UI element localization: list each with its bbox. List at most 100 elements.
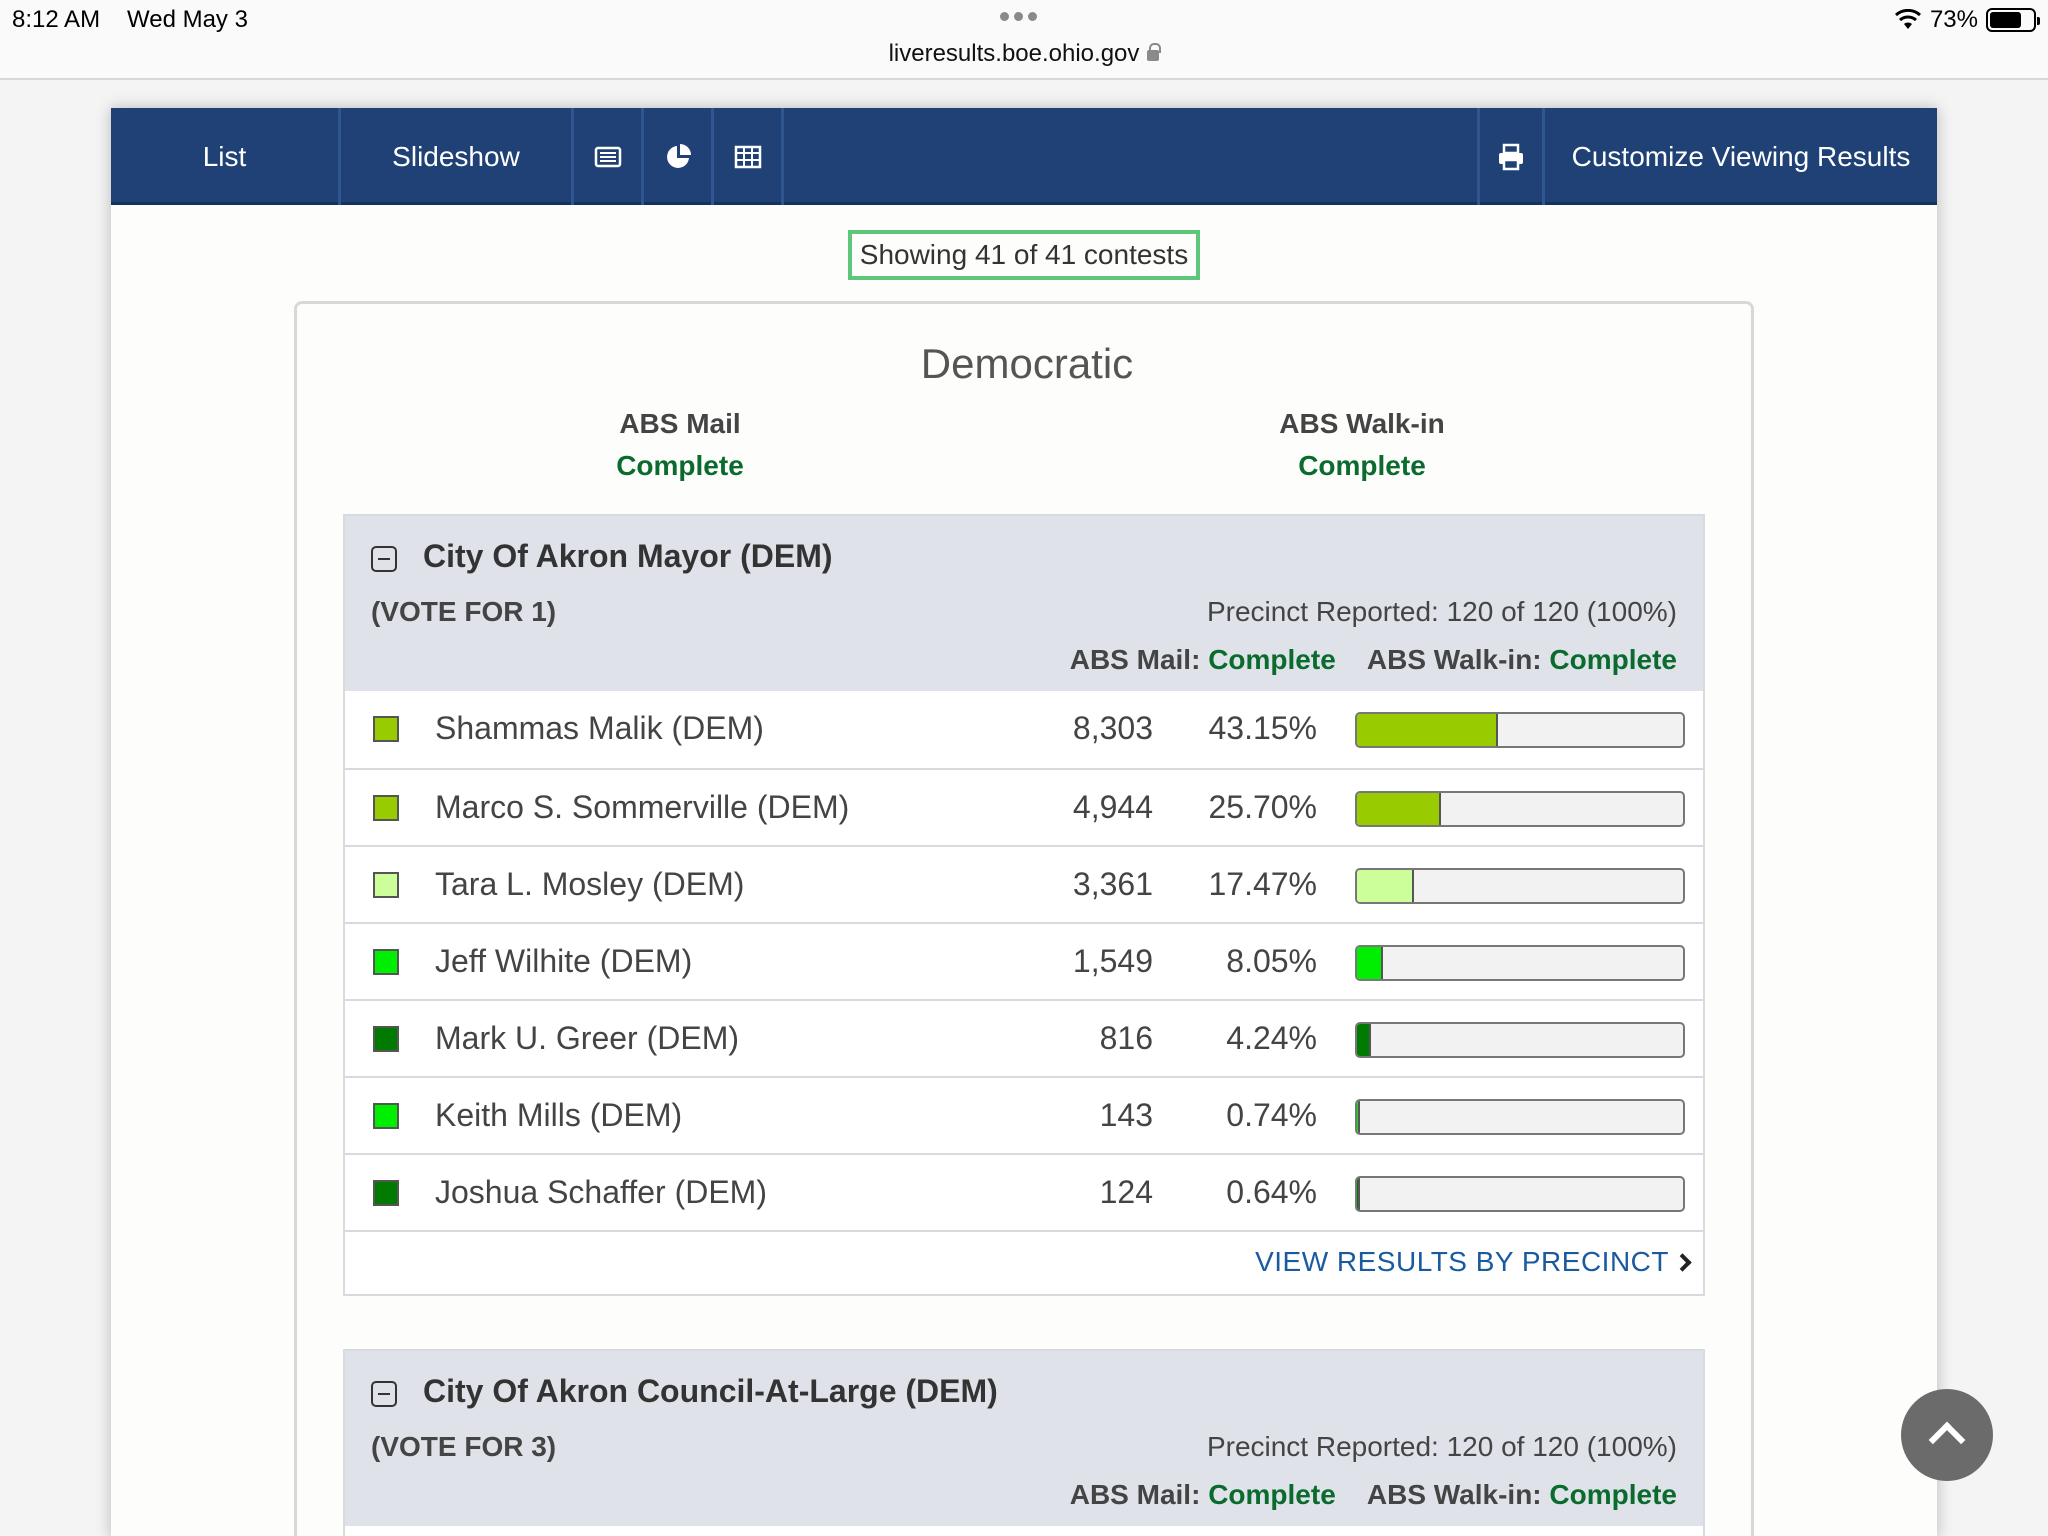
table-icon — [734, 145, 761, 168]
abs-mail-summary: ABS Mail Complete — [530, 408, 830, 482]
lock-icon — [1147, 43, 1162, 61]
contest-header: City Of Akron Mayor (DEM) (VOTE FOR 1) P… — [345, 516, 1703, 691]
list-view-icon — [594, 146, 621, 167]
abs-walkin-status: Complete — [1549, 1479, 1677, 1510]
candidate-name: Joshua Schaffer (DEM) — [435, 1174, 767, 1210]
candidate-name: Mark U. Greer (DEM) — [435, 1020, 739, 1056]
candidate-percent: 43.15% — [1208, 710, 1317, 746]
vote-share-fill — [1357, 870, 1414, 902]
collapse-toggle-icon[interactable] — [371, 1381, 397, 1407]
pie-chart-button[interactable] — [644, 108, 714, 205]
contest-title: City Of Akron Mayor (DEM) — [423, 538, 833, 574]
vote-share-bar — [1355, 1022, 1685, 1058]
vote-share-bar — [1355, 945, 1685, 981]
nav-slideshow-button[interactable]: Slideshow — [341, 108, 574, 205]
candidate-votes: 816 — [1099, 1020, 1153, 1056]
contest-count: Showing 41 of 41 contests — [848, 230, 1200, 280]
abs-mail-label: ABS Mail: — [1069, 1479, 1201, 1510]
abs-status-line: ABS Mail: Complete ABS Walk-in: Complete — [1070, 1479, 1677, 1511]
ios-status-bar: 8:12 AM Wed May 3 liveresults.boe.ohio.g… — [0, 0, 2048, 80]
precinct-reported: Precinct Reported: 120 of 120 (100%) — [1206, 596, 1677, 627]
candidate-row: Jeff Wilhite (DEM) 1,549 8.05% — [345, 922, 1703, 999]
url-text: liveresults.boe.ohio.gov — [888, 40, 1140, 67]
pie-chart-icon — [666, 143, 691, 168]
abs-walkin-summary: ABS Walk-in Complete — [1212, 408, 1512, 482]
nav-list-button[interactable]: List — [111, 108, 341, 205]
list-view-button[interactable] — [574, 108, 644, 205]
table-view-button[interactable] — [714, 108, 784, 205]
address-bar[interactable]: liveresults.boe.ohio.gov — [0, 40, 2048, 68]
candidate-name: Tara L. Mosley (DEM) — [435, 866, 745, 902]
battery-icon — [1986, 8, 2040, 32]
vote-share-bar — [1355, 1099, 1685, 1135]
vote-share-fill — [1357, 947, 1384, 979]
contest-council-at-large: City Of Akron Council-At-Large (DEM) (VO… — [343, 1349, 1705, 1536]
abs-walkin-status: Complete — [1549, 644, 1677, 675]
candidate-percent: 0.64% — [1226, 1174, 1317, 1210]
candidate-votes: 8,303 — [1072, 710, 1153, 746]
vote-share-fill — [1357, 793, 1441, 825]
date: Wed May 3 — [127, 6, 248, 33]
print-button[interactable] — [1477, 108, 1545, 205]
candidate-votes: 124 — [1099, 1174, 1153, 1210]
candidate-row: Tara L. Mosley (DEM) 3,361 17.47% — [345, 845, 1703, 922]
contest-title: City Of Akron Council-At-Large (DEM) — [423, 1373, 998, 1409]
candidate-percent: 17.47% — [1208, 866, 1317, 902]
candidate-color-swatch — [373, 716, 399, 742]
vote-share-bar — [1355, 1176, 1685, 1212]
candidate-color-swatch — [373, 1103, 399, 1129]
scroll-to-top-button[interactable] — [1901, 1389, 1993, 1481]
candidate-row: Keith Mills (DEM) 143 0.74% — [345, 1076, 1703, 1153]
view-results-link[interactable]: VIEW RESULTS BY PRECINCT — [1255, 1246, 1669, 1277]
candidate-percent: 25.70% — [1208, 789, 1317, 825]
candidate-votes: 143 — [1099, 1097, 1153, 1133]
candidate-votes: 1,549 — [1072, 943, 1153, 979]
battery-percent: 73% — [1929, 6, 1978, 33]
abs-walkin-label: ABS Walk-in: — [1366, 644, 1542, 675]
abs-mail-label: ABS Mail: — [1069, 644, 1201, 675]
vote-share-fill — [1357, 1101, 1360, 1133]
top-navbar: List Slideshow — [111, 108, 1937, 205]
multitasking-dots-icon[interactable] — [1000, 12, 1037, 21]
abs-mail-status: Complete — [1208, 1479, 1336, 1510]
candidate-percent: 4.24% — [1226, 1020, 1317, 1056]
candidate-color-swatch — [373, 1180, 399, 1206]
candidate-row: Mark U. Greer (DEM) 816 4.24% — [345, 999, 1703, 1076]
vote-for: (VOTE FOR 1) — [371, 596, 557, 627]
clock-time: 8:12 AM — [12, 6, 101, 33]
abs-status-line: ABS Mail: Complete ABS Walk-in: Complete — [1070, 644, 1677, 676]
candidate-name: Keith Mills (DEM) — [435, 1097, 683, 1133]
collapse-toggle-icon[interactable] — [371, 546, 397, 572]
candidate-color-swatch — [373, 795, 399, 821]
candidate-name: Jeff Wilhite (DEM) — [435, 943, 693, 979]
vote-share-fill — [1357, 1178, 1360, 1210]
candidate-votes: 3,361 — [1072, 866, 1153, 902]
candidate-row: Joshua Schaffer (DEM) 124 0.64% — [345, 1153, 1703, 1230]
vote-share-fill — [1357, 1024, 1371, 1056]
chevron-up-icon — [1928, 1421, 1966, 1459]
chevron-right-icon — [1673, 1253, 1692, 1272]
vote-share-bar — [1355, 868, 1685, 904]
candidate-name: Marco S. Sommerville (DEM) — [435, 789, 850, 825]
wifi-icon — [1894, 9, 1921, 29]
party-heading: Democratic — [920, 340, 1134, 387]
abs-mail-status: Complete — [1208, 644, 1336, 675]
abs-mail-status: Complete — [616, 450, 744, 481]
candidate-percent: 8.05% — [1226, 943, 1317, 979]
party-results-card: Democratic ABS Mail Complete ABS Walk-in… — [294, 301, 1754, 1536]
candidate-name: Shammas Malik (DEM) — [435, 710, 764, 746]
contest-mayor: City Of Akron Mayor (DEM) (VOTE FOR 1) P… — [343, 514, 1705, 1296]
print-icon — [1499, 143, 1523, 170]
candidate-percent: 0.74% — [1226, 1097, 1317, 1133]
contest-header: City Of Akron Council-At-Large (DEM) (VO… — [345, 1351, 1703, 1526]
candidate-color-swatch — [373, 1026, 399, 1052]
abs-mail-label: ABS Mail — [619, 408, 741, 439]
customize-results-button[interactable]: Customize Viewing Results — [1571, 140, 1911, 172]
candidate-votes: 4,944 — [1072, 789, 1153, 825]
abs-walkin-label: ABS Walk-in: — [1366, 1479, 1542, 1510]
candidate-color-swatch — [373, 949, 399, 975]
candidate-color-swatch — [373, 872, 399, 898]
abs-walkin-status: Complete — [1298, 450, 1426, 481]
precinct-reported: Precinct Reported: 120 of 120 (100%) — [1206, 1431, 1677, 1462]
vote-for: (VOTE FOR 3) — [371, 1431, 557, 1462]
